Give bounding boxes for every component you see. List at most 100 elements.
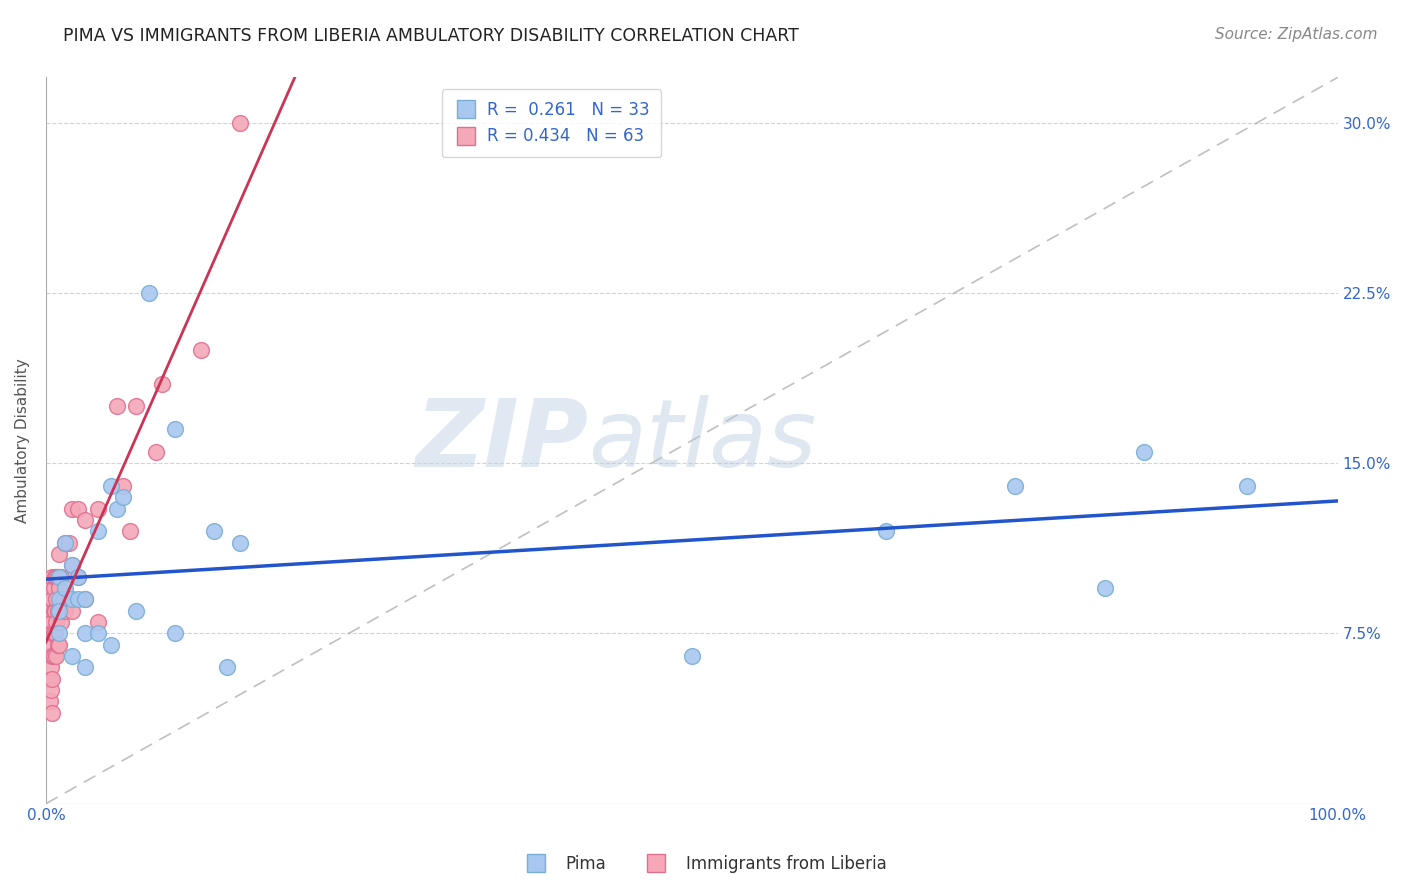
Point bbox=[48, 626, 70, 640]
Point bbox=[150, 376, 173, 391]
Point bbox=[60, 501, 83, 516]
Point bbox=[60, 558, 83, 573]
Point bbox=[38, 604, 60, 618]
Point bbox=[53, 535, 76, 549]
Point bbox=[38, 649, 60, 664]
Text: PIMA VS IMMIGRANTS FROM LIBERIA AMBULATORY DISABILITY CORRELATION CHART: PIMA VS IMMIGRANTS FROM LIBERIA AMBULATO… bbox=[63, 27, 799, 45]
Point bbox=[118, 524, 141, 539]
Point bbox=[48, 570, 70, 584]
Text: ZIP: ZIP bbox=[416, 394, 589, 486]
Point bbox=[48, 592, 70, 607]
Point bbox=[1094, 581, 1116, 595]
Point bbox=[42, 581, 65, 595]
Point bbox=[51, 615, 73, 629]
Point bbox=[38, 649, 60, 664]
Point bbox=[67, 570, 90, 584]
Point bbox=[60, 558, 83, 573]
Point bbox=[41, 615, 63, 629]
Point bbox=[45, 649, 67, 664]
Point bbox=[190, 343, 212, 357]
Point bbox=[73, 513, 96, 527]
Point bbox=[100, 638, 122, 652]
Point bbox=[202, 524, 225, 539]
Point bbox=[681, 649, 703, 664]
Point bbox=[38, 626, 60, 640]
Point bbox=[228, 535, 250, 549]
Point bbox=[45, 615, 67, 629]
Point bbox=[46, 570, 69, 584]
Point bbox=[44, 604, 66, 618]
Point bbox=[112, 490, 135, 504]
Point bbox=[67, 592, 90, 607]
Point bbox=[125, 604, 148, 618]
Point bbox=[38, 672, 60, 686]
Point bbox=[165, 422, 187, 436]
Point bbox=[138, 286, 160, 301]
Point bbox=[1133, 445, 1156, 459]
Point bbox=[52, 592, 75, 607]
Y-axis label: Ambulatory Disability: Ambulatory Disability bbox=[15, 359, 30, 523]
Point bbox=[48, 604, 70, 618]
Point bbox=[38, 694, 60, 708]
Point bbox=[86, 615, 108, 629]
Point bbox=[228, 116, 250, 130]
Point bbox=[41, 570, 63, 584]
Point bbox=[48, 638, 70, 652]
Point bbox=[105, 400, 128, 414]
Point bbox=[1004, 479, 1026, 493]
Point bbox=[86, 626, 108, 640]
Point bbox=[73, 592, 96, 607]
Point bbox=[86, 501, 108, 516]
Point bbox=[39, 660, 62, 674]
Point bbox=[67, 570, 90, 584]
Point bbox=[39, 626, 62, 640]
Point bbox=[86, 524, 108, 539]
Point bbox=[53, 581, 76, 595]
Text: Source: ZipAtlas.com: Source: ZipAtlas.com bbox=[1215, 27, 1378, 42]
Point bbox=[105, 501, 128, 516]
Point bbox=[1236, 479, 1258, 493]
Point bbox=[39, 638, 62, 652]
Point bbox=[73, 592, 96, 607]
Point bbox=[48, 547, 70, 561]
Point bbox=[53, 604, 76, 618]
Point bbox=[48, 581, 70, 595]
Legend: Pima, Immigrants from Liberia: Pima, Immigrants from Liberia bbox=[512, 848, 894, 880]
Point bbox=[100, 479, 122, 493]
Point bbox=[41, 592, 63, 607]
Point bbox=[875, 524, 897, 539]
Point bbox=[42, 626, 65, 640]
Point bbox=[41, 706, 63, 720]
Point bbox=[60, 592, 83, 607]
Point bbox=[45, 570, 67, 584]
Point bbox=[112, 479, 135, 493]
Point bbox=[58, 535, 80, 549]
Point bbox=[38, 626, 60, 640]
Point bbox=[53, 535, 76, 549]
Point bbox=[39, 604, 62, 618]
Point bbox=[42, 604, 65, 618]
Point bbox=[42, 649, 65, 664]
Point bbox=[58, 592, 80, 607]
Point bbox=[44, 626, 66, 640]
Point bbox=[46, 638, 69, 652]
Point bbox=[67, 501, 90, 516]
Point bbox=[60, 649, 83, 664]
Point bbox=[73, 626, 96, 640]
Point bbox=[51, 570, 73, 584]
Point bbox=[41, 649, 63, 664]
Point bbox=[60, 604, 83, 618]
Point bbox=[38, 592, 60, 607]
Point bbox=[39, 581, 62, 595]
Point bbox=[41, 626, 63, 640]
Point bbox=[41, 672, 63, 686]
Point bbox=[39, 683, 62, 698]
Point bbox=[165, 626, 187, 640]
Legend: R =  0.261   N = 33, R = 0.434   N = 63: R = 0.261 N = 33, R = 0.434 N = 63 bbox=[441, 89, 661, 157]
Point bbox=[215, 660, 238, 674]
Point bbox=[125, 400, 148, 414]
Point bbox=[145, 445, 167, 459]
Point bbox=[38, 615, 60, 629]
Point bbox=[73, 660, 96, 674]
Text: atlas: atlas bbox=[589, 395, 817, 486]
